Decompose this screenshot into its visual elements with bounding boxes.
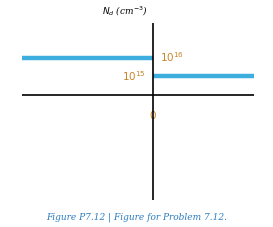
Text: $N_d$ (cm$^{-3}$): $N_d$ (cm$^{-3}$) <box>102 5 147 18</box>
Text: 0: 0 <box>150 111 156 121</box>
Text: $10^{15}$: $10^{15}$ <box>122 69 146 83</box>
Text: Figure P7.12 | Figure for Problem 7.12.: Figure P7.12 | Figure for Problem 7.12. <box>46 213 227 222</box>
Text: $10^{16}$: $10^{16}$ <box>160 51 184 64</box>
